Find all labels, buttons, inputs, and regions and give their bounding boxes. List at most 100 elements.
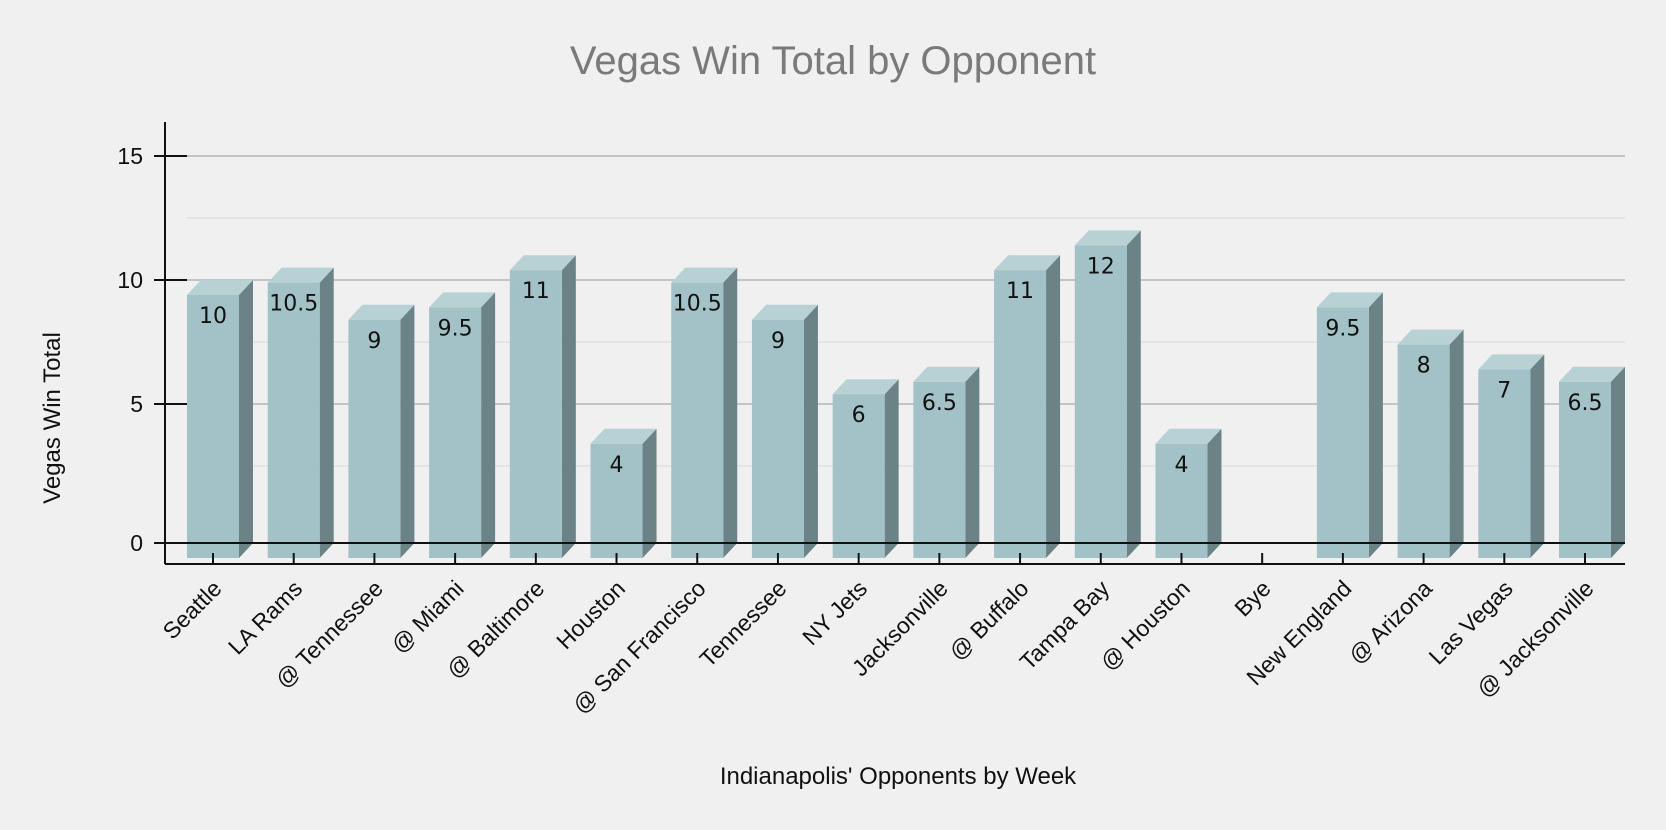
bar-front: [348, 319, 401, 558]
bar-top: [751, 304, 818, 320]
bar-side: [884, 379, 899, 558]
bar-front: [1478, 369, 1531, 558]
bar-front: [1155, 443, 1208, 558]
data-label: 11: [1006, 279, 1034, 304]
bar-top: [267, 267, 334, 283]
bar-front: [187, 295, 239, 558]
bar-side: [1530, 354, 1545, 558]
bar-top: [1478, 354, 1545, 370]
x-tick-label: Houston: [551, 575, 630, 654]
bar-front: [751, 319, 804, 558]
bar-17: 7: [1478, 354, 1545, 558]
data-label: 10.5: [269, 292, 318, 317]
bar-top: [1074, 230, 1141, 246]
bar-front: [1316, 307, 1369, 558]
bar-4: 9.5: [429, 292, 496, 558]
bar-top: [429, 292, 496, 308]
bar-top: [913, 366, 980, 382]
bar-3: 9: [348, 304, 415, 558]
bar-side: [1368, 292, 1383, 558]
bar-front: [590, 443, 643, 558]
bars: 10 10.5 9 9.5 11 4 10.5 9 6 6.5 11 12 4 9.5 8 7 6.5: [187, 230, 1625, 558]
bar-side: [561, 255, 576, 558]
bar-top: [994, 255, 1061, 271]
x-tick-label: Seattle: [158, 575, 227, 644]
bar-side: [239, 280, 253, 558]
bar-front: [994, 270, 1047, 558]
x-tick-label: @ Arizona: [1343, 575, 1437, 669]
bar-side: [965, 366, 980, 558]
data-label: 9: [367, 329, 381, 354]
bar-13: 4: [1155, 428, 1222, 558]
data-label: 4: [610, 453, 624, 478]
x-tick-label: Bye: [1229, 575, 1275, 621]
bar-front: [429, 307, 482, 558]
bar-side: [1126, 230, 1141, 558]
bar-front: [509, 270, 562, 558]
bar-top: [832, 379, 899, 395]
x-tick-label: Tennessee: [694, 575, 791, 672]
axes: [164, 122, 1625, 565]
data-label: 7: [1497, 378, 1511, 403]
bar-8: 9: [751, 304, 818, 558]
bar-top: [1397, 329, 1464, 345]
data-label: 6: [852, 403, 866, 428]
bar-side: [1449, 329, 1464, 558]
chart-title: Vegas Win Total by Opponent: [570, 39, 1096, 83]
x-axis-title: Indianapolis' Opponents by Week: [720, 763, 1077, 790]
bar-16: 8: [1397, 329, 1464, 558]
bar-18: 6.5: [1559, 366, 1625, 558]
bar-top: [509, 255, 576, 271]
bar-6: 4: [590, 428, 657, 558]
y-tick-label: 10: [117, 267, 143, 293]
bar-top: [590, 428, 657, 444]
bar-15: 9.5: [1316, 292, 1383, 558]
bar-side: [1046, 255, 1061, 558]
bar-front: [1397, 344, 1450, 558]
bar-10: 6.5: [913, 366, 980, 558]
bar-5: 11: [509, 255, 576, 558]
x-tick-label: NY Jets: [797, 575, 872, 650]
x-tick-label: LA Rams: [223, 575, 307, 659]
bar-side: [1611, 366, 1625, 558]
data-label: 9.5: [438, 316, 473, 341]
bar-side: [642, 428, 657, 558]
bar-front: [671, 282, 724, 558]
data-label: 10.5: [673, 292, 722, 317]
bar-side: [1207, 428, 1222, 558]
y-tick-label: 15: [117, 143, 143, 169]
data-label: 4: [1174, 453, 1188, 478]
bar-1: 10: [187, 280, 253, 558]
y-tick-label: 0: [130, 530, 143, 556]
grid-lines: [187, 155, 1625, 467]
bar-side: [803, 304, 818, 558]
bar-front: [913, 381, 966, 558]
bar-7: 10.5: [671, 267, 738, 558]
bar-9: 6: [832, 379, 899, 558]
bar-top: [1316, 292, 1383, 308]
bar-top: [1155, 428, 1222, 444]
bar-top: [671, 267, 738, 283]
bar-front: [1074, 245, 1127, 558]
bar-front: [1559, 381, 1611, 558]
bar-front: [832, 394, 885, 558]
y-ticks: 0 5 10 15: [117, 143, 187, 556]
data-label: 8: [1417, 354, 1431, 379]
y-tick-label: 5: [130, 391, 143, 417]
bar-top: [187, 280, 253, 295]
bar-side: [723, 267, 738, 558]
data-label: 9.5: [1325, 316, 1360, 341]
data-label: 6.5: [1568, 391, 1603, 416]
bar-top: [1559, 366, 1625, 382]
bar-top: [348, 304, 415, 320]
data-label: 11: [522, 279, 550, 304]
data-label: 10: [199, 304, 227, 329]
bar-12: 12: [1074, 230, 1141, 558]
x-tick-label: @ Miami: [386, 575, 469, 658]
bar-2: 10.5: [267, 267, 334, 558]
data-label: 12: [1087, 254, 1115, 279]
data-label: 9: [771, 329, 785, 354]
bar-side: [481, 292, 496, 558]
